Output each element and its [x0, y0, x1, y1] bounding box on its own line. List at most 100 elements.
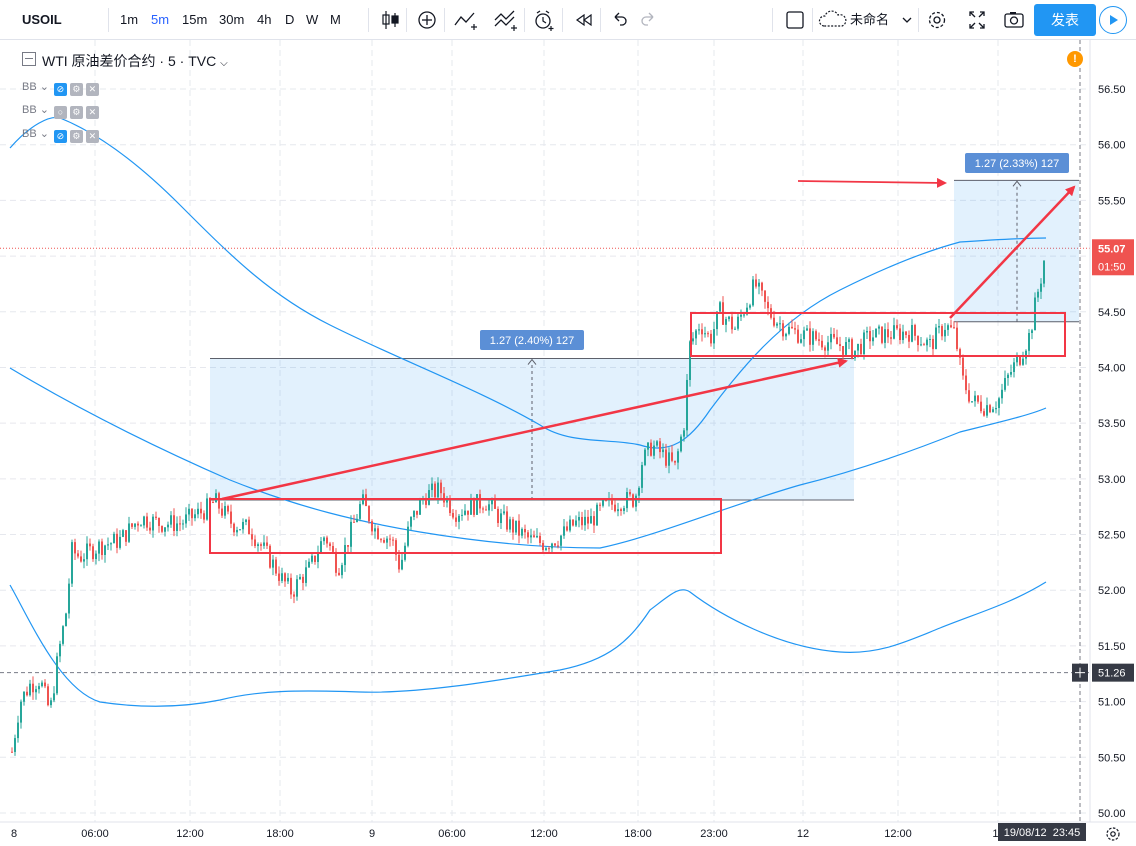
- candle-body: [884, 329, 886, 343]
- candle-body: [611, 498, 613, 505]
- candle-body: [251, 534, 253, 540]
- candle-body: [464, 510, 466, 515]
- candle-body: [398, 554, 400, 570]
- bb-lower-band: [9, 581, 1047, 707]
- alert-clock-icon[interactable]: [532, 0, 556, 40]
- symbol-search[interactable]: USOIL: [22, 12, 62, 27]
- add-indicator-icon[interactable]: [416, 0, 438, 40]
- candle-body: [662, 449, 664, 453]
- fullscreen-icon[interactable]: [966, 0, 988, 40]
- candle-body: [1025, 350, 1027, 359]
- candle-body: [236, 529, 238, 533]
- price-chart[interactable]: 1.27 (2.40%) 127 1.27 (2.33%) 127 56.50 56…: [0, 40, 1136, 846]
- candle-body: [41, 682, 43, 687]
- interval-15m[interactable]: 15m: [182, 12, 208, 27]
- candle-body: [803, 330, 805, 340]
- warning-icon[interactable]: !: [1067, 51, 1083, 67]
- candle-body: [776, 323, 778, 326]
- chart-type-candles-icon[interactable]: [380, 0, 402, 40]
- visibility-icon[interactable]: ○: [53, 106, 67, 119]
- close-icon[interactable]: ✕: [85, 130, 99, 143]
- interval-5m[interactable]: 5m: [151, 12, 170, 27]
- price-tick: 50.50: [1098, 752, 1126, 764]
- candle-body: [557, 545, 559, 547]
- candle-body: [320, 541, 322, 554]
- candle-body: [1004, 378, 1006, 390]
- candle-body: [623, 508, 625, 511]
- interval-W[interactable]: W: [306, 12, 319, 27]
- indicator-row[interactable]: BB ⌄ ⊘ ⚙ ✕: [22, 127, 99, 143]
- candle-body: [974, 395, 976, 402]
- layout-name[interactable]: 未命名: [850, 12, 890, 27]
- candle-body: [401, 559, 403, 570]
- gear-icon[interactable]: ⚙: [69, 106, 83, 119]
- candle-body: [713, 329, 715, 344]
- candle-body: [602, 500, 604, 506]
- interval-1m[interactable]: 1m: [120, 12, 139, 27]
- candle-body: [881, 326, 883, 343]
- candle-body: [272, 559, 274, 568]
- cloud-icon[interactable]: [818, 0, 848, 40]
- interval-30m[interactable]: 30m: [219, 12, 245, 27]
- play-icon[interactable]: [1099, 6, 1127, 34]
- publish-button[interactable]: 发表: [1034, 4, 1096, 36]
- candle-body: [284, 573, 286, 582]
- candle-body: [206, 498, 208, 520]
- indicators-icon[interactable]: [452, 0, 480, 40]
- candle-body: [710, 333, 712, 344]
- replay-icon[interactable]: [574, 0, 594, 40]
- camera-icon[interactable]: [1002, 0, 1026, 40]
- candle-body: [233, 523, 235, 533]
- interval-4h[interactable]: 4h: [257, 12, 272, 27]
- candle-body: [968, 390, 970, 402]
- chevron-down-icon[interactable]: ⌄: [39, 104, 49, 116]
- candle-body: [170, 515, 172, 525]
- chevron-down-icon[interactable]: [900, 0, 914, 40]
- candle-body: [104, 545, 106, 556]
- close-icon[interactable]: ✕: [85, 106, 99, 119]
- candle-body: [683, 430, 685, 437]
- candle-body: [314, 555, 316, 562]
- candle-body: [494, 499, 496, 509]
- candle-body: [545, 548, 547, 551]
- chevron-down-icon[interactable]: ⌵: [220, 58, 228, 69]
- fullscreen-select-icon[interactable]: [784, 0, 806, 40]
- candle-body: [140, 525, 142, 527]
- candle-body: [833, 333, 835, 338]
- gear-icon[interactable]: ⚙: [69, 130, 83, 143]
- candle-body: [212, 502, 214, 504]
- candle-body: [440, 482, 442, 494]
- chevron-down-icon[interactable]: ⌄: [39, 128, 49, 140]
- candle-body: [479, 494, 481, 509]
- candle-body: [851, 339, 853, 359]
- gear-icon[interactable]: ⚙: [69, 83, 83, 96]
- gear-icon: [1106, 827, 1120, 841]
- indicator-row[interactable]: BB ⌄ ⊘ ⚙ ✕: [22, 80, 99, 96]
- drawn-annotations: [209, 177, 1076, 554]
- interval-D[interactable]: D: [285, 12, 295, 27]
- measure-label-left: [480, 330, 584, 350]
- visibility-icon[interactable]: ⊘: [53, 130, 67, 143]
- candle-body: [146, 516, 148, 528]
- candle-body: [512, 519, 514, 533]
- candle-body: [227, 506, 229, 512]
- candle-body: [923, 344, 925, 346]
- candle-body: [443, 493, 445, 503]
- undo-icon[interactable]: [610, 0, 630, 40]
- candle-body: [908, 334, 910, 342]
- candle-body: [773, 317, 775, 326]
- candle-body: [911, 325, 913, 342]
- indicator-row[interactable]: BB ⌄ ○ ⚙ ✕: [22, 103, 99, 119]
- bb-middle-band: [9, 367, 1047, 549]
- countdown-text: 01:50: [1098, 261, 1126, 273]
- candle-body: [26, 691, 28, 696]
- chevron-down-icon[interactable]: ⌄: [39, 81, 49, 93]
- compare-icon[interactable]: [492, 0, 520, 40]
- gear-icon[interactable]: [926, 0, 948, 40]
- interval-M[interactable]: M: [330, 12, 341, 27]
- candle-body: [281, 573, 283, 581]
- redo-icon[interactable]: [638, 0, 658, 40]
- collapse-legend-icon[interactable]: [22, 52, 36, 66]
- visibility-icon[interactable]: ⊘: [53, 83, 67, 96]
- close-icon[interactable]: ✕: [85, 83, 99, 96]
